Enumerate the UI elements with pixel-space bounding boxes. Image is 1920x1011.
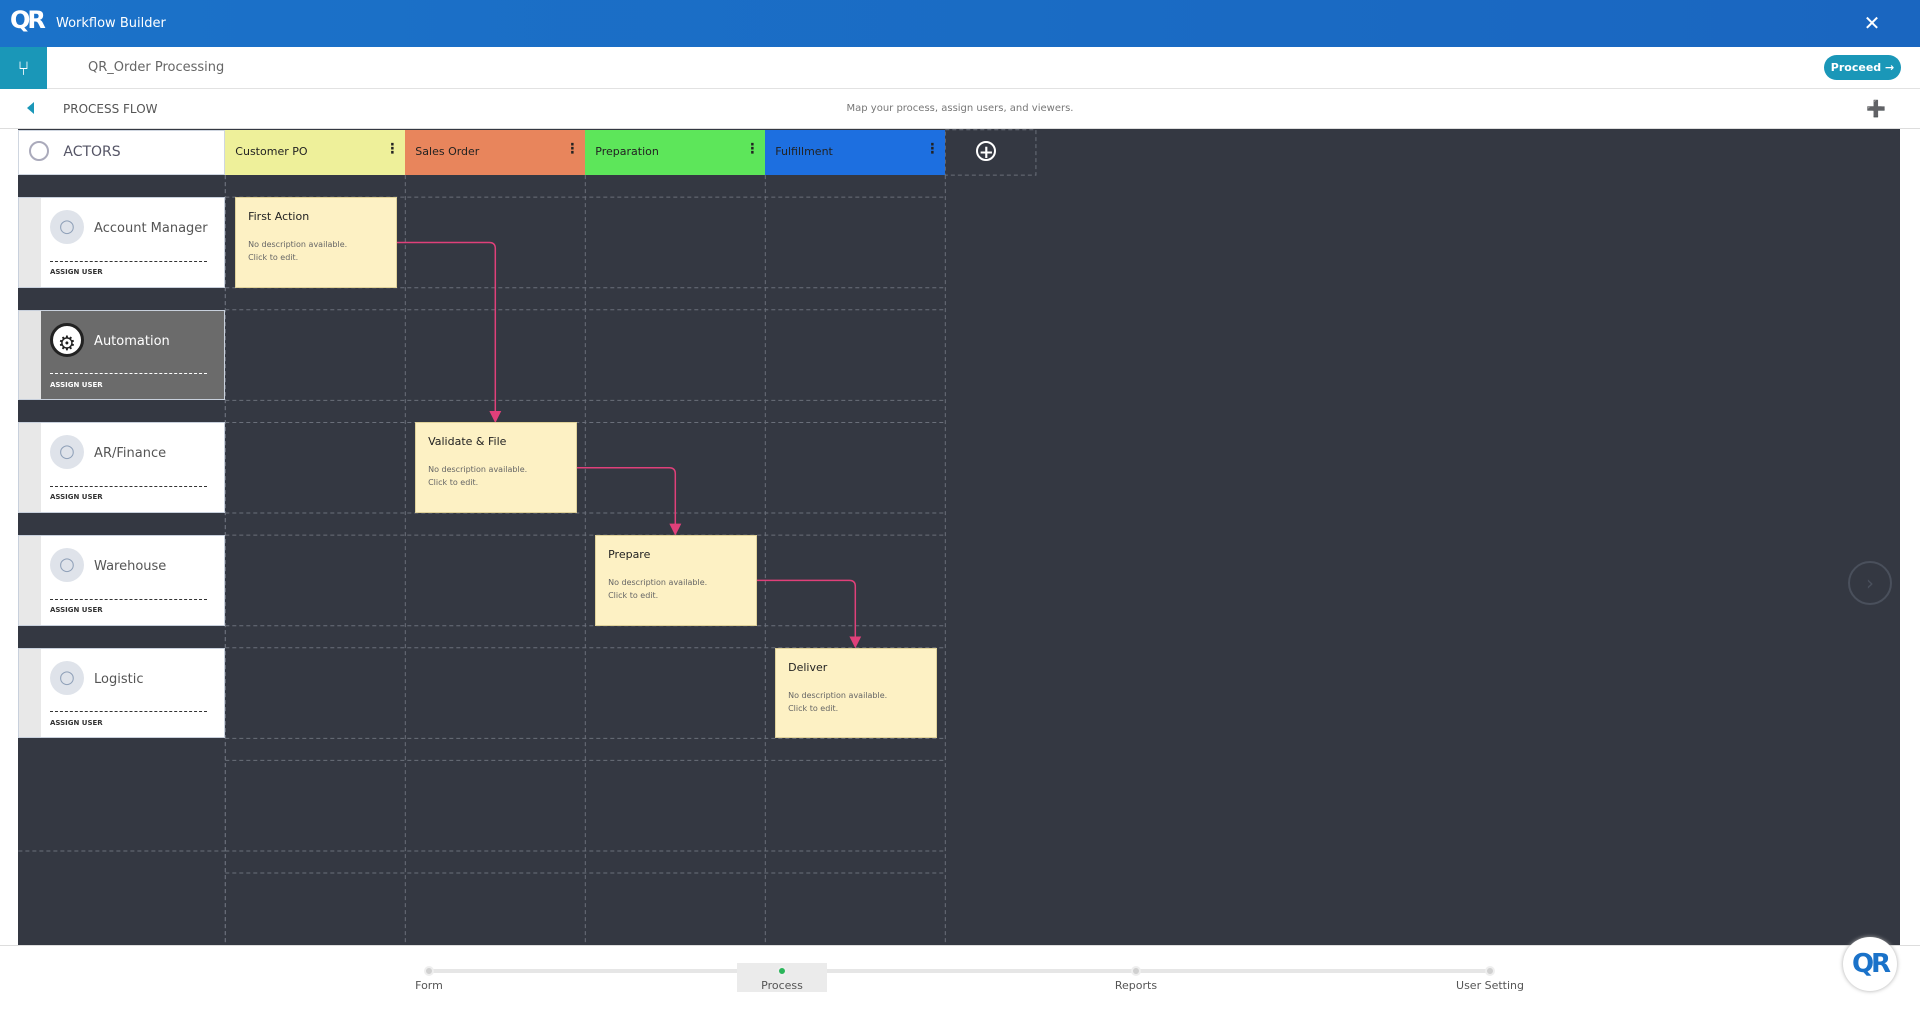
task-card[interactable]: Deliver No description available. Click to… bbox=[775, 647, 937, 739]
stage-header: Sales Order ⋮ bbox=[405, 129, 586, 176]
task-description: Click to edit. bbox=[428, 478, 479, 488]
actor-avatar: ○ bbox=[49, 548, 84, 583]
actor-avatar: ○ bbox=[49, 660, 84, 695]
stage-name: Fulfillment bbox=[775, 144, 833, 158]
actor-name: Account Manager bbox=[94, 221, 208, 237]
back-button[interactable] bbox=[27, 102, 34, 114]
stage-header: Fulfillment ⋮ bbox=[765, 129, 946, 176]
actor-divider bbox=[49, 711, 207, 713]
stage-menu[interactable]: ⋮ bbox=[565, 140, 580, 157]
actor-card: ⚙ Automation ASSIGN USER bbox=[18, 309, 226, 401]
step-track bbox=[429, 969, 1490, 973]
step-dot[interactable] bbox=[777, 966, 787, 976]
actor-avatar: ⚙ bbox=[49, 322, 84, 357]
actor-divider bbox=[49, 373, 207, 375]
assign-user[interactable]: ASSIGN USER bbox=[49, 718, 103, 727]
title-bar bbox=[0, 0, 1920, 47]
close-button[interactable]: ✕ bbox=[1863, 11, 1881, 35]
actor-strip bbox=[19, 648, 42, 738]
workflow-name: QR_Order Processing bbox=[88, 60, 225, 75]
stage-menu[interactable]: ⋮ bbox=[925, 140, 940, 157]
assign-user[interactable]: ASSIGN USER bbox=[49, 380, 103, 389]
actor-card: ○ AR/Finance ASSIGN USER bbox=[18, 422, 226, 514]
stage-menu[interactable]: ⋮ bbox=[745, 140, 760, 157]
connector bbox=[576, 467, 682, 536]
stage-name: Sales Order bbox=[415, 144, 480, 158]
actor-strip bbox=[19, 536, 42, 625]
add-column-button[interactable]: + bbox=[976, 140, 997, 162]
actor-name: Logistic bbox=[94, 671, 144, 687]
actor-divider bbox=[49, 485, 207, 487]
actor-card: ○ Warehouse ASSIGN USER bbox=[18, 535, 226, 626]
actors-header: ACTORS bbox=[18, 129, 226, 176]
step-label[interactable]: Process bbox=[761, 979, 803, 992]
toolbar bbox=[0, 47, 1920, 89]
add-column-frame bbox=[944, 129, 1037, 176]
stage-name: Customer PO bbox=[235, 144, 308, 158]
step-label[interactable]: Form bbox=[415, 979, 443, 992]
step-label[interactable]: Reports bbox=[1114, 979, 1158, 992]
task-description: Click to edit. bbox=[788, 703, 839, 713]
task-description: Click to edit. bbox=[248, 253, 299, 263]
stage-name: Preparation bbox=[595, 144, 659, 158]
section-title: PROCESS FLOW bbox=[63, 102, 158, 116]
add-users-button[interactable]: ➕ bbox=[1866, 99, 1886, 118]
step-dot[interactable] bbox=[424, 966, 434, 976]
actor-avatar: ○ bbox=[49, 435, 84, 470]
task-description: Click to edit. bbox=[608, 591, 659, 601]
connector bbox=[396, 241, 502, 423]
actor-strip bbox=[19, 310, 42, 400]
actors-label: ACTORS bbox=[63, 143, 121, 160]
step-dot[interactable] bbox=[1485, 966, 1495, 976]
step-dot[interactable] bbox=[1131, 966, 1141, 976]
connector bbox=[756, 579, 862, 649]
help-logo[interactable]: QR bbox=[1843, 937, 1897, 991]
stage-header: Customer PO ⋮ bbox=[225, 129, 406, 176]
task-description: No description available. bbox=[248, 240, 348, 250]
task-title: Validate & File bbox=[428, 435, 507, 449]
stage-menu[interactable]: ⋮ bbox=[385, 140, 400, 157]
proceed-label: Proceed bbox=[1830, 61, 1882, 74]
task-card[interactable]: First Action No description available. Cli… bbox=[235, 197, 397, 288]
task-title: Deliver bbox=[788, 660, 828, 674]
actor-avatar: ○ bbox=[49, 210, 84, 245]
footer bbox=[0, 945, 1920, 1011]
proceed-button[interactable]: Proceed → bbox=[1824, 55, 1901, 80]
workflow-icon[interactable]: ⑂ bbox=[0, 47, 47, 89]
next-panel-button[interactable]: › bbox=[1848, 561, 1892, 605]
task-title: Prepare bbox=[608, 548, 651, 562]
task-card[interactable]: Prepare No description available. Click to… bbox=[595, 535, 757, 626]
actor-name: Automation bbox=[94, 333, 170, 349]
actor-strip bbox=[19, 198, 42, 287]
actor-divider bbox=[49, 598, 207, 600]
actor-name: AR/Finance bbox=[94, 446, 167, 462]
step-label[interactable]: User Setting bbox=[1456, 979, 1524, 992]
task-card[interactable]: Validate & File No description available.… bbox=[415, 422, 577, 514]
logo: QR bbox=[10, 6, 46, 34]
task-title: First Action bbox=[248, 210, 310, 224]
assign-user[interactable]: ASSIGN USER bbox=[49, 493, 103, 502]
actor-card: ○ Account Manager ASSIGN USER bbox=[18, 197, 226, 288]
task-description: No description available. bbox=[788, 690, 888, 700]
assign-user[interactable]: ASSIGN USER bbox=[49, 267, 103, 276]
actor-card: ○ Logistic ASSIGN USER bbox=[18, 647, 226, 739]
actor-name: Warehouse bbox=[94, 559, 167, 575]
task-description: No description available. bbox=[608, 578, 708, 588]
app-title: Workflow Builder bbox=[56, 16, 166, 31]
actors-icon bbox=[29, 140, 50, 161]
assign-user[interactable]: ASSIGN USER bbox=[49, 605, 103, 614]
subheader bbox=[0, 89, 1920, 129]
actor-divider bbox=[49, 260, 207, 262]
stage-header: Preparation ⋮ bbox=[585, 129, 766, 176]
hint: Map your process, assign users, and view… bbox=[846, 103, 1074, 114]
task-description: No description available. bbox=[428, 465, 528, 475]
actor-strip bbox=[19, 423, 42, 513]
